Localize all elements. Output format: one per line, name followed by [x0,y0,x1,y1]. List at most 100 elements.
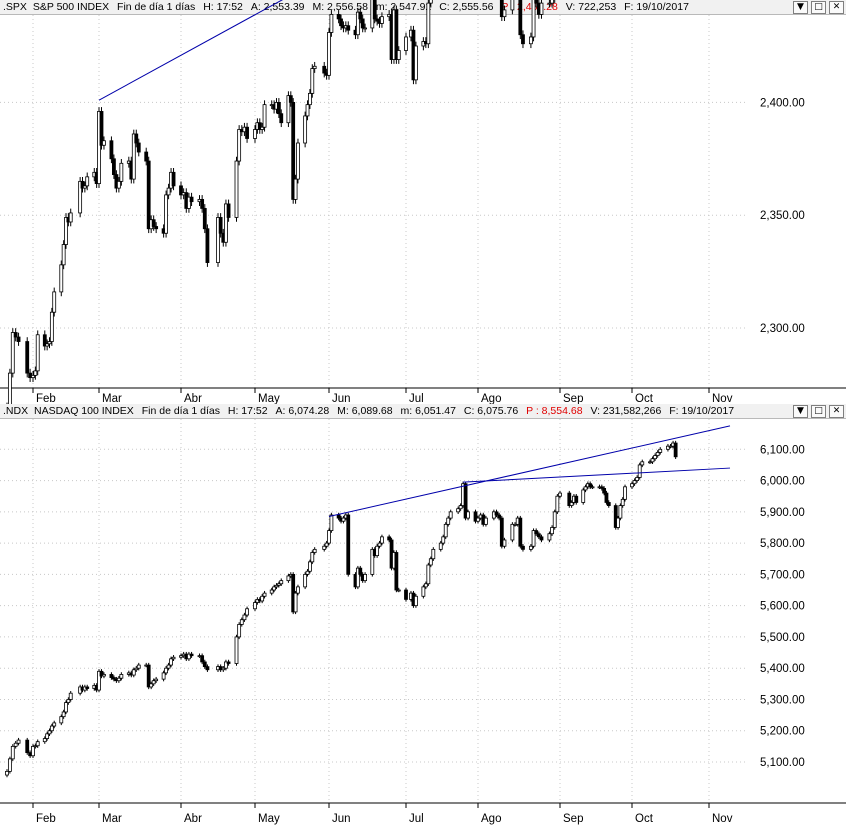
ndx-candle-body [164,667,168,674]
spx-candle-body [224,203,228,243]
ndx-y-tick-label: 5,600.00 [760,601,805,613]
ndx-candle-body [341,517,346,522]
spx-candle-body [355,11,360,36]
ndx-candle [655,450,660,458]
spx-x-tick-label-mar: Mar [102,393,122,404]
ndx-candle-body [179,655,183,658]
ndx-candle [59,714,64,726]
ndx-x-tick-label-abr: Abr [184,813,202,825]
ndx-candle [529,544,533,552]
ndx-candle [494,509,499,518]
ndx-candle-body [655,452,660,456]
spx-candle-body [187,196,191,209]
spx-candle-body [372,0,377,20]
spx-candle-body [499,0,504,18]
spx-candle-body [136,142,141,153]
ndx-y-tick-label: 5,400.00 [760,663,805,675]
menu-dropdown-icon[interactable]: ▼ [793,1,808,14]
ndx-candle-body [456,508,461,513]
ndx-candle-body [312,548,317,553]
spx-candle-body [286,95,291,124]
ndx-candle [61,709,66,719]
ndx-candle-body [42,738,47,743]
spx-candle [547,0,552,8]
ndx-chart[interactable]: 5,100.00 5,200.00 5,300.00 5,400.00 5,500.00… [0,404,846,827]
spx-candle-body [218,217,223,234]
ndx-candle-body [421,586,426,597]
spx-candle [82,181,87,193]
ndx-candle-body [16,739,21,744]
ndx-candle [13,741,18,749]
ndx-candle [286,573,291,583]
ndx-candle [308,559,312,574]
ndx-header: .NDX NASDAQ 100 INDEX Fin de día 1 días … [0,404,846,419]
ndx-candle [590,484,595,490]
ndx-candle-body [632,480,637,485]
ndx-candle [47,728,52,737]
spx-x-tick-label-feb: Feb [36,393,56,404]
spx-chart[interactable]: 2,300.002,350.002,400.002,450.002,500.00… [0,0,846,404]
ndx-candle [428,556,433,568]
ndx-candle-body [521,545,525,550]
spx-candle-body [291,102,296,200]
ndx-candle [363,572,367,583]
spx-high: M: 2,556.58 [312,1,368,13]
ndx-candle-body [441,536,446,544]
ndx-candle-body [355,567,360,588]
ndx-candle-body [224,661,228,669]
ndx-candle [502,537,507,549]
spx-candle-body [502,9,507,18]
spx-candle-body [16,336,21,342]
spx-candle [360,14,365,33]
ndx-candle-body [653,455,657,460]
ndx-candle-body [650,458,655,463]
ndx-candle-body [202,661,207,668]
spx-candle [327,28,331,80]
spx-candle-body [99,111,104,146]
ndx-candle [224,659,228,671]
ndx-candle [253,600,257,611]
close-icon[interactable]: ✕ [829,1,844,14]
maximize-icon[interactable]: □ [811,1,826,14]
ndx-candle [346,512,351,577]
ndx-candle-body [375,545,380,557]
spx-x-tick-label-sep: Sep [563,393,583,404]
ndx-candle [25,737,30,755]
ndx-candle [322,544,327,552]
spx-candle [13,328,18,342]
ndx-candle-body [296,586,300,594]
spx-candle [426,0,431,49]
ndx-candle [448,509,453,521]
ndx-y-tick-label: 5,500.00 [760,632,805,644]
ndx-candle [558,490,562,499]
ndx-candle-body [205,666,210,671]
ndx-candle [112,675,116,682]
ndx-candle-body [599,486,604,489]
maximize-icon[interactable]: □ [811,405,826,418]
ndx-candle [635,475,640,483]
spx-candle [355,7,360,40]
ndx-candle [484,515,488,527]
ndx-candle [16,737,21,746]
ndx-candle-body [620,498,625,506]
ndx-candle [441,534,446,546]
ndx-candle-body [99,670,104,677]
spx-candle-body [68,212,73,223]
ndx-candle [421,584,426,599]
ndx-candle [234,634,239,666]
spx-candle [134,129,139,148]
menu-dropdown-icon[interactable]: ▼ [793,405,808,418]
spx-candle [539,0,544,19]
spx-candle-body [550,0,554,4]
spx-date: F: 19/10/2017 [624,1,689,13]
ndx-candle-body [396,589,401,592]
ndx-candle [658,447,663,455]
spx-candle [329,10,334,37]
ndx-x-tick-label-oct: Oct [635,813,654,825]
close-icon[interactable]: ✕ [829,405,844,418]
ndx-candle-body [327,530,331,544]
ndx-candle [149,681,154,690]
ndx-candle-body [286,575,291,582]
ndx-y-tick-label: 5,800.00 [760,538,805,550]
ndx-candle [312,547,317,555]
